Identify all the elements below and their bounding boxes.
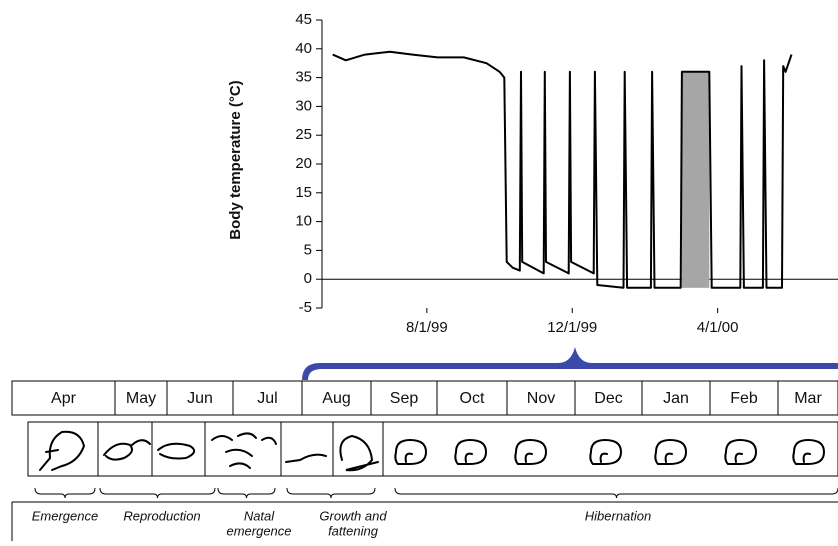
month-label: Apr xyxy=(51,390,77,407)
month-label: Aug xyxy=(322,390,350,407)
growth-icon xyxy=(285,453,327,463)
x-tick-label: 4/1/00 xyxy=(697,319,739,336)
phase-label: Reproduction xyxy=(123,508,200,523)
icon-box xyxy=(27,421,99,477)
fattening-icon xyxy=(339,434,379,472)
y-tick-label: 40 xyxy=(295,40,312,57)
y-tick-label: 45 xyxy=(295,11,312,28)
icon-box xyxy=(97,421,153,477)
icon-box xyxy=(382,421,838,477)
phase-label: fattening xyxy=(328,523,379,538)
hibernation-icon xyxy=(654,438,688,465)
phase-brace xyxy=(217,487,276,499)
phase-brace xyxy=(99,487,216,499)
brace-inner xyxy=(308,369,838,380)
hibernation-icon xyxy=(792,438,826,465)
y-tick-label: 25 xyxy=(295,126,312,143)
x-tick-label: 8/1/99 xyxy=(406,319,448,336)
month-label: Jan xyxy=(663,390,689,407)
hibernation-icon xyxy=(394,438,428,465)
icon-box xyxy=(280,421,334,477)
y-tick-label: 35 xyxy=(295,69,312,86)
phase-label: Natal xyxy=(244,508,275,523)
hibernation-icon xyxy=(724,438,758,465)
months-frame xyxy=(11,380,838,416)
phase-label: Hibernation xyxy=(585,508,652,523)
y-tick-label: 5 xyxy=(304,241,312,258)
month-label: Feb xyxy=(730,390,758,407)
month-label: Dec xyxy=(594,390,622,407)
y-tick-label: 0 xyxy=(304,270,312,287)
month-label: May xyxy=(126,390,156,407)
y-axis-label: Body temperature (°C) xyxy=(227,80,244,239)
x-tick-label: 12/1/99 xyxy=(547,319,597,336)
month-label: Mar xyxy=(794,390,822,407)
reproduction-icon xyxy=(103,439,151,461)
emergence-icon xyxy=(39,430,86,471)
icon-box xyxy=(204,421,282,477)
phase-label: Growth and xyxy=(319,508,387,523)
y-tick-label: 30 xyxy=(295,97,312,114)
month-label: Oct xyxy=(460,390,485,407)
y-tick-label: 10 xyxy=(295,213,312,230)
reproduction-icon xyxy=(157,442,196,460)
natal-icon xyxy=(211,432,277,469)
phase-label: Emergence xyxy=(32,508,98,523)
y-tick-label: 15 xyxy=(295,184,312,201)
month-label: Nov xyxy=(527,390,555,407)
month-label: Sep xyxy=(390,390,419,407)
y-tick-label: 20 xyxy=(295,155,312,172)
hibernation-icon xyxy=(454,438,488,465)
phase-brace xyxy=(34,487,96,499)
hibernation-icon xyxy=(514,438,548,465)
hibernation-icon xyxy=(589,438,623,465)
temperature-line xyxy=(332,50,793,289)
phase-brace xyxy=(394,487,838,499)
shaded-region xyxy=(681,71,710,288)
phase-brace xyxy=(286,487,376,499)
month-label: Jun xyxy=(187,390,213,407)
month-label: Jul xyxy=(257,390,277,407)
phase-label: emergence xyxy=(226,523,291,538)
y-tick-label: -5 xyxy=(299,299,312,316)
